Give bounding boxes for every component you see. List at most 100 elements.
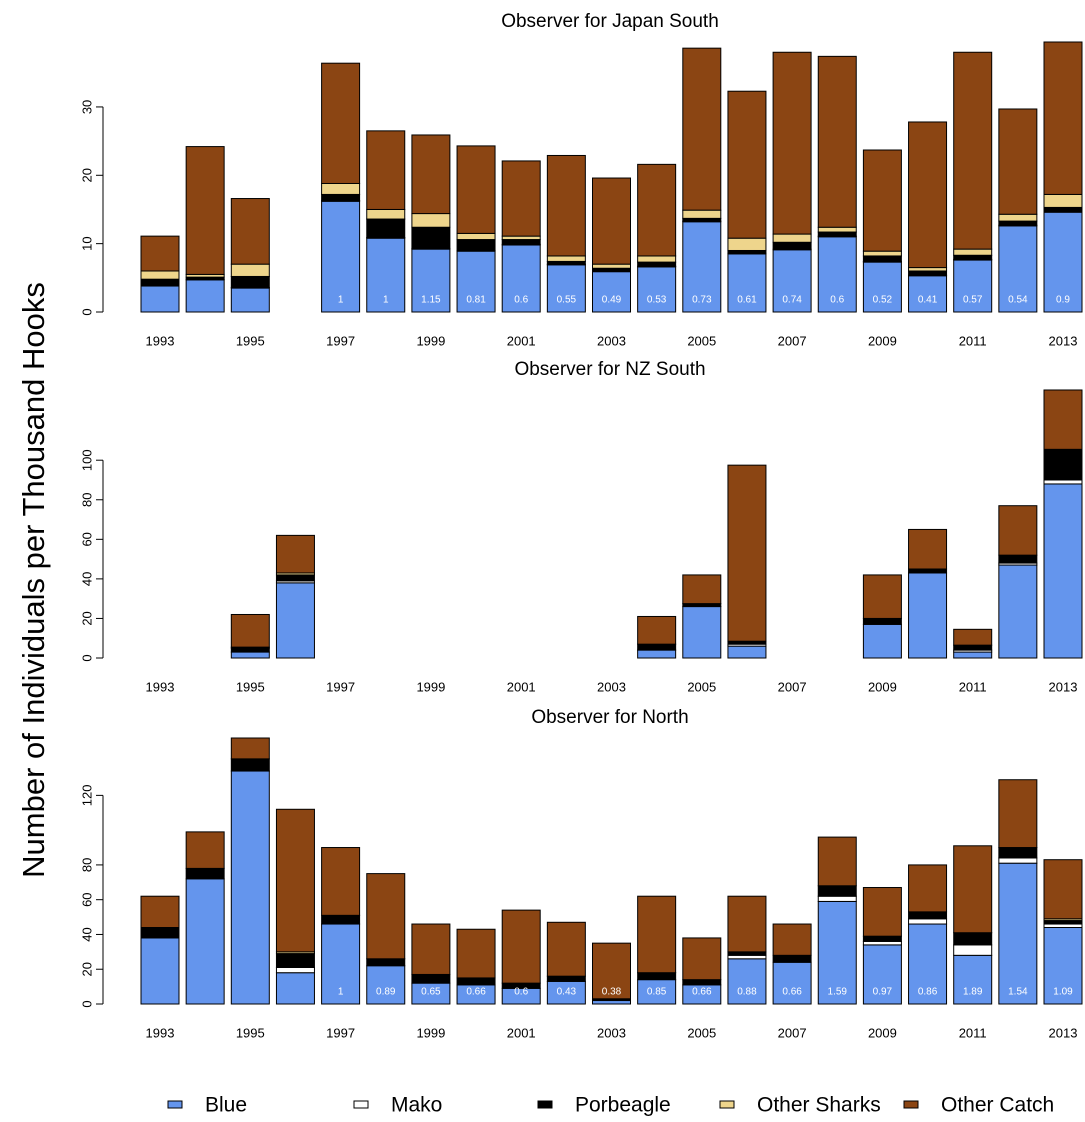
bar-segment [862, 149, 902, 252]
bar-segment [230, 651, 270, 659]
bar-segment [140, 278, 180, 286]
bar-segment [998, 108, 1038, 215]
bar-segment [321, 193, 361, 202]
bar-segment [275, 534, 315, 574]
bar-segment [1043, 389, 1083, 450]
x-tick-label: 2003 [597, 333, 626, 348]
bar-label: 0.41 [918, 295, 938, 306]
bar-label: 0.55 [557, 295, 577, 306]
bar-segment [275, 808, 315, 953]
bar-segment [592, 1000, 631, 1005]
x-tick-label: 1997 [326, 679, 355, 694]
bar-segment [908, 275, 948, 313]
bar-segment [230, 737, 270, 760]
y-tick-label: 0 [79, 1000, 94, 1007]
bar-segment [998, 862, 1038, 1005]
bar-label: 1.59 [828, 987, 848, 998]
bar-segment [998, 554, 1038, 564]
bar-segment [366, 965, 406, 1005]
bar-segment [908, 568, 948, 574]
bar-segment [862, 250, 902, 257]
legend-label: Other Catch [941, 1094, 1054, 1117]
legend-label: Other Sharks [757, 1094, 881, 1117]
bar-segment [592, 271, 631, 313]
legend-label: Blue [205, 1094, 247, 1117]
bar-segment [998, 779, 1038, 849]
bar-segment [908, 572, 948, 659]
y-tick-label: 100 [79, 449, 94, 471]
bar-segment [727, 958, 767, 1005]
bar-segment [908, 270, 948, 276]
bar-label: 0.53 [647, 295, 667, 306]
x-tick-label: 1995 [236, 679, 265, 694]
bar-segment [501, 909, 541, 984]
bar-segment [637, 649, 677, 659]
bar-segment [456, 928, 496, 979]
bar-label: 0.61 [737, 295, 757, 306]
bar-label: 1.15 [421, 295, 441, 306]
bar-segment [1043, 923, 1083, 929]
bar-segment [321, 200, 361, 313]
bar-segment [682, 47, 722, 211]
bar-segment [321, 62, 361, 184]
x-tick-label: 2005 [687, 333, 716, 348]
bar-segment [862, 261, 902, 313]
legend-label: Mako [391, 1094, 442, 1117]
bar-segment [411, 213, 451, 228]
legend-swatch [167, 1100, 183, 1109]
bar-segment [772, 241, 812, 250]
bar-label: 1.89 [963, 987, 983, 998]
y-tick-label: 40 [79, 927, 94, 941]
x-tick-label: 2001 [507, 333, 536, 348]
x-tick-label: 1993 [146, 1025, 175, 1040]
bar-segment [637, 261, 677, 267]
bar-segment [953, 644, 993, 651]
bar-segment [456, 977, 496, 986]
legend-swatch [719, 1100, 735, 1109]
bar-segment [185, 831, 225, 869]
bar-label: 0.9 [1056, 295, 1070, 306]
bar-segment [411, 923, 451, 975]
bar-segment [230, 263, 270, 277]
x-tick-label: 2007 [778, 1025, 807, 1040]
bar-label: 0.66 [782, 987, 802, 998]
bar-segment [727, 951, 767, 956]
bar-segment [908, 923, 948, 1005]
bar-segment [501, 244, 541, 313]
bar-label: 0.66 [692, 987, 712, 998]
bar-segment [1043, 211, 1083, 313]
bar-segment [637, 972, 677, 981]
bar-segment [230, 770, 270, 1005]
bar-segment [275, 972, 315, 1005]
y-tick-label: 60 [79, 532, 94, 546]
bar-segment [862, 935, 902, 942]
bar-segment [908, 267, 948, 272]
bar-label: 0.52 [873, 295, 893, 306]
bar-segment [682, 209, 722, 219]
bar-segment [366, 208, 406, 220]
bar-segment [275, 582, 315, 659]
bar-segment [1043, 859, 1083, 920]
bar-segment [411, 134, 451, 215]
x-tick-label: 2001 [507, 679, 536, 694]
x-tick-label: 1997 [326, 333, 355, 348]
bar-segment [592, 177, 631, 265]
x-tick-label: 2011 [959, 1025, 987, 1040]
y-tick-label: 40 [79, 572, 94, 586]
y-tick-label: 60 [79, 892, 94, 906]
bar-label: 0.54 [1008, 295, 1028, 306]
bar-segment [998, 505, 1038, 556]
bar-segment [862, 255, 902, 262]
bar-segment [772, 51, 812, 235]
bar-segment [862, 887, 902, 937]
x-tick-label: 2003 [597, 679, 626, 694]
bar-segment [862, 617, 902, 625]
bar-label: 0.6 [514, 295, 528, 306]
bar-segment [321, 182, 361, 195]
x-tick-label: 2013 [1049, 1025, 1078, 1040]
bar-label: 0.43 [557, 987, 577, 998]
bar-segment [1043, 920, 1083, 925]
x-tick-label: 1995 [236, 333, 265, 348]
bar-label: 0.6 [514, 987, 528, 998]
